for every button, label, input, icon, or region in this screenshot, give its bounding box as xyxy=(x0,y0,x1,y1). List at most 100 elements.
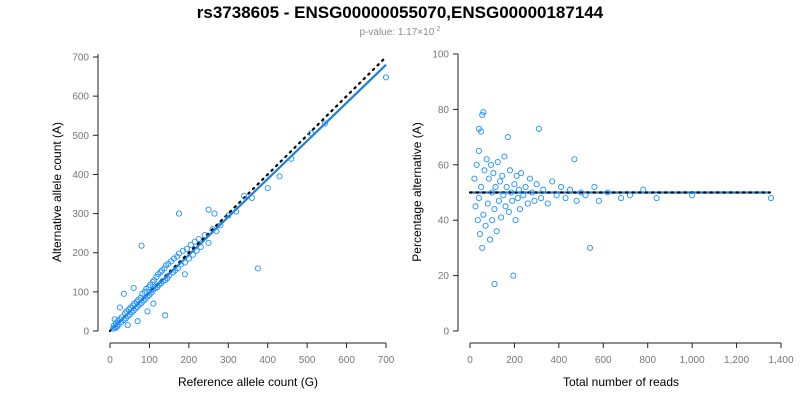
left-x-tick-label: 300 xyxy=(220,355,237,366)
left-x-tick-label: 700 xyxy=(378,355,395,366)
right-data-point xyxy=(553,192,560,199)
left-data-point xyxy=(111,316,118,323)
left-data-point xyxy=(189,251,196,258)
left-x-tick-label: 0 xyxy=(107,355,113,366)
right-data-point xyxy=(492,183,499,191)
right-data-point xyxy=(491,206,498,213)
right-data-point xyxy=(503,183,510,191)
right-y-tick-label: 60 xyxy=(438,160,450,171)
left-data-point xyxy=(225,212,232,219)
left-data-point xyxy=(205,206,212,213)
left-y-tick-label: 0 xyxy=(83,327,89,338)
right-data-point xyxy=(472,203,479,210)
right-y-tick-label: 40 xyxy=(438,216,450,227)
right-data-point xyxy=(480,211,487,218)
right-data-point xyxy=(491,280,498,287)
left-data-point xyxy=(140,297,147,304)
left-data-point xyxy=(241,192,248,200)
left-data-point xyxy=(144,308,151,315)
right-data-point xyxy=(486,236,494,243)
left-y-tick-label: 600 xyxy=(72,92,89,103)
right-data-point xyxy=(482,222,489,229)
right-data-point xyxy=(500,192,507,199)
right-data-point xyxy=(475,147,482,154)
left-data-point xyxy=(248,194,255,201)
left-data-point xyxy=(128,309,135,316)
left-data-point xyxy=(162,277,169,284)
left-data-point xyxy=(276,173,283,180)
right-x-tick-label: 1,200 xyxy=(724,355,749,366)
left-y-tick-label: 500 xyxy=(72,131,89,142)
right-data-point xyxy=(494,158,501,166)
left-data-point xyxy=(175,250,183,257)
left-data-point xyxy=(254,265,261,272)
right-data-point xyxy=(558,183,565,191)
left-data-point xyxy=(211,210,218,217)
right-data-point xyxy=(640,186,647,193)
left-x-tick-label: 500 xyxy=(299,355,316,366)
left-data-point xyxy=(174,265,181,272)
right-data-point xyxy=(591,183,598,191)
right-data-point xyxy=(489,217,496,224)
right-data-point xyxy=(522,183,529,191)
right-data-point xyxy=(502,203,509,210)
right-data-point xyxy=(498,214,505,221)
left-data-point xyxy=(183,245,190,252)
left-data-point xyxy=(170,269,177,276)
left-data-point xyxy=(116,304,123,311)
left-data-point xyxy=(138,242,145,249)
right-data-points xyxy=(471,109,775,287)
left-data-point xyxy=(157,269,164,276)
right-data-point xyxy=(618,194,625,202)
left-data-point xyxy=(382,74,390,81)
right-data-point xyxy=(540,186,547,193)
left-data-point xyxy=(233,208,240,215)
left-data-point xyxy=(150,300,157,307)
subtitle-pvalue: p-value: 1.17×10 xyxy=(359,27,434,38)
left-y-tick-label: 700 xyxy=(72,53,89,64)
right-data-point xyxy=(566,186,574,193)
right-data-point xyxy=(476,230,484,238)
right-y-axis-title: Percentage alternative (A) xyxy=(410,122,424,261)
right-data-point xyxy=(499,172,506,179)
left-data-point xyxy=(120,316,127,324)
right-data-point xyxy=(604,189,611,196)
left-data-point xyxy=(170,255,177,262)
right-data-point xyxy=(767,194,775,202)
right-data-point xyxy=(535,125,542,132)
left-data-point xyxy=(144,293,151,300)
left-y-axis-title: Alternative allele count (A) xyxy=(50,122,64,262)
left-data-point xyxy=(321,120,328,127)
right-data-point xyxy=(504,134,511,141)
right-data-point xyxy=(653,194,660,202)
left-data-point xyxy=(150,286,157,293)
scatter-panel-allele-counts: 0 100 200 300 400 500 600 700 0 100 200 300 400 500 6… xyxy=(50,53,395,390)
left-data-point xyxy=(112,324,119,331)
right-data-point xyxy=(501,153,508,160)
right-x-tick-label: 600 xyxy=(595,355,612,366)
subtitle-exponent: -2 xyxy=(434,26,440,33)
right-x-tick-label: 800 xyxy=(639,355,656,366)
left-x-axis-title: Reference allele count (G) xyxy=(178,375,318,389)
right-data-point xyxy=(508,189,515,196)
right-data-point xyxy=(513,172,520,179)
left-data-point xyxy=(173,253,181,260)
right-data-point xyxy=(493,228,500,235)
right-data-point xyxy=(529,189,536,196)
right-data-point xyxy=(473,161,480,168)
left-data-point xyxy=(195,235,202,243)
right-data-point xyxy=(573,197,580,204)
right-x-axis-title: Total number of reads xyxy=(563,375,679,389)
right-x-tick-label: 200 xyxy=(506,355,523,366)
right-data-point xyxy=(483,156,490,163)
right-data-point xyxy=(526,175,534,182)
left-data-point xyxy=(217,222,224,229)
right-data-point xyxy=(544,200,551,207)
right-x-ticks: 0 200 400 600 800 1,000 1,200 1,400 xyxy=(467,343,794,366)
left-data-point xyxy=(181,271,188,278)
left-data-point xyxy=(124,322,131,329)
left-data-point xyxy=(187,241,194,248)
left-data-point xyxy=(141,288,148,295)
